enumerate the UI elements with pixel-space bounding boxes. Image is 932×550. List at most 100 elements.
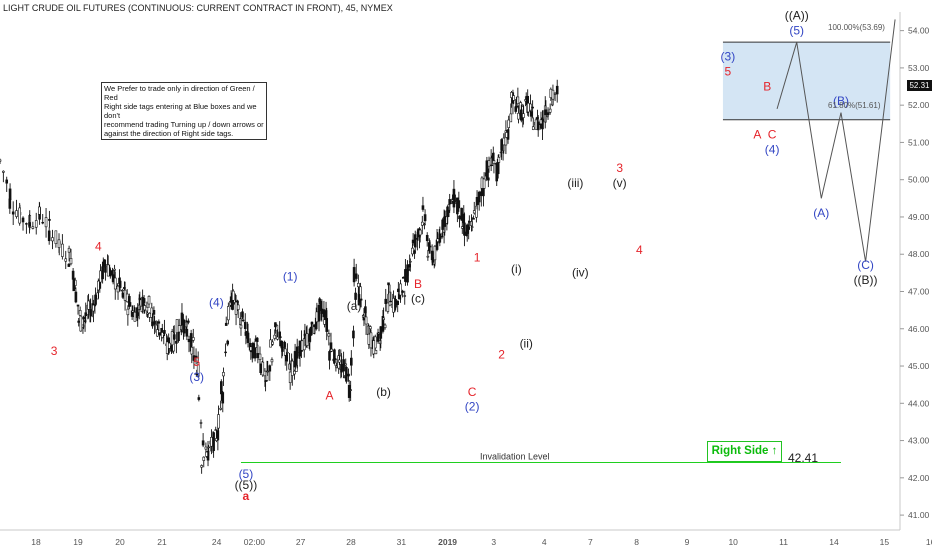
x-tick-label: 20 xyxy=(115,537,125,547)
candle-body xyxy=(116,285,120,293)
candle-body xyxy=(41,221,45,224)
candle-body xyxy=(290,360,294,376)
candle-body xyxy=(123,289,127,301)
candle-body xyxy=(136,312,140,316)
wave-label: 5 xyxy=(193,355,200,369)
candle-body xyxy=(51,237,54,242)
candle-body xyxy=(226,340,229,345)
candle-body xyxy=(510,92,513,98)
candle-body xyxy=(450,202,454,205)
candle-body xyxy=(546,112,550,116)
note-line: Right side tags entering at Blue boxes a… xyxy=(104,102,257,120)
x-axis: 18 19 20 21 24 02:00 27 28 31 2019 3 4 7 8 9 10 11 14 15 16 xyxy=(0,529,932,547)
y-tick-label: 49.00 xyxy=(908,212,930,222)
candle-body xyxy=(160,332,164,338)
candle-body xyxy=(485,160,489,178)
candle-body xyxy=(67,247,71,253)
candle-body xyxy=(118,280,122,288)
candle-body xyxy=(143,305,147,311)
candle-body xyxy=(195,373,199,376)
candle-body xyxy=(295,346,299,359)
candle-body xyxy=(389,300,392,303)
candle-body xyxy=(200,465,203,468)
candle-body xyxy=(401,277,405,279)
candle-body xyxy=(199,422,203,424)
candle-body xyxy=(97,280,100,291)
candle-body xyxy=(441,219,444,230)
x-tick-label: 7 xyxy=(588,537,593,547)
candle-body xyxy=(369,326,372,330)
candle-body xyxy=(261,361,265,376)
candle-body xyxy=(34,220,38,228)
candle-body xyxy=(236,304,240,310)
x-tick-label: 15 xyxy=(880,537,890,547)
candle-body xyxy=(48,218,51,221)
candle-body xyxy=(158,332,161,335)
x-tick-label: 19 xyxy=(73,537,83,547)
candle-body xyxy=(104,266,107,273)
candle-body xyxy=(516,96,520,105)
invalidation-value: 42.41 xyxy=(788,451,819,465)
candle-body xyxy=(342,376,346,379)
candle-body xyxy=(185,328,189,337)
candle-body xyxy=(453,194,456,202)
wave-label: 4 xyxy=(636,243,643,257)
note-line: recommend trading Turning up / down arro… xyxy=(104,120,264,129)
candle-body xyxy=(502,137,506,146)
candle-body xyxy=(220,381,223,395)
x-tick-label: 2019 xyxy=(438,537,457,547)
candle-body xyxy=(201,440,205,446)
candle-body xyxy=(274,322,277,328)
candle-body xyxy=(475,196,479,206)
candle-body xyxy=(222,372,225,377)
x-tick-label: 10 xyxy=(728,537,738,547)
candle-body xyxy=(8,198,12,209)
candle-body xyxy=(67,263,71,267)
candle-body xyxy=(372,340,376,355)
candle-body xyxy=(138,297,142,301)
candle-body xyxy=(146,312,149,315)
candle-body xyxy=(436,238,440,242)
candle-body xyxy=(74,291,78,303)
candle-body xyxy=(270,359,274,363)
candle-body xyxy=(359,298,363,301)
candle-body xyxy=(47,230,51,242)
candle-body xyxy=(303,333,307,336)
candle-body xyxy=(145,306,149,312)
wave-label: (C) xyxy=(857,258,874,272)
candle-body xyxy=(207,446,210,449)
candle-body xyxy=(283,348,287,356)
candle-body xyxy=(317,304,321,322)
candle-body xyxy=(141,296,144,306)
candle-body xyxy=(531,126,535,130)
candle-body xyxy=(279,336,282,338)
candle-body xyxy=(251,342,255,359)
candle-body xyxy=(263,370,267,377)
wave-label: (1) xyxy=(283,269,298,283)
candle-body xyxy=(539,119,543,125)
candle-body xyxy=(281,346,284,352)
candle-body xyxy=(156,329,159,337)
candle-body xyxy=(101,261,105,267)
candle-body xyxy=(468,221,471,223)
candle-body xyxy=(392,298,395,313)
y-tick-label: 47.00 xyxy=(908,286,930,296)
wave-label: B xyxy=(763,79,771,93)
candle-body xyxy=(273,334,277,339)
wave-projection-path xyxy=(776,19,896,262)
candle-body xyxy=(425,234,429,242)
x-tick-label: 18 xyxy=(31,537,41,547)
candle-body xyxy=(180,312,184,326)
candle-body xyxy=(224,322,228,326)
candle-body xyxy=(320,308,324,314)
candle-body xyxy=(418,229,422,236)
candle-body xyxy=(69,258,73,265)
wave-label: 4 xyxy=(95,240,102,254)
x-tick-label: 14 xyxy=(829,537,839,547)
projection-line xyxy=(776,19,896,262)
y-tick-label: 52.00 xyxy=(908,100,930,110)
candle-body xyxy=(204,446,208,450)
candle-body xyxy=(352,330,355,339)
candle-body xyxy=(310,321,314,325)
candle-body xyxy=(345,367,348,382)
